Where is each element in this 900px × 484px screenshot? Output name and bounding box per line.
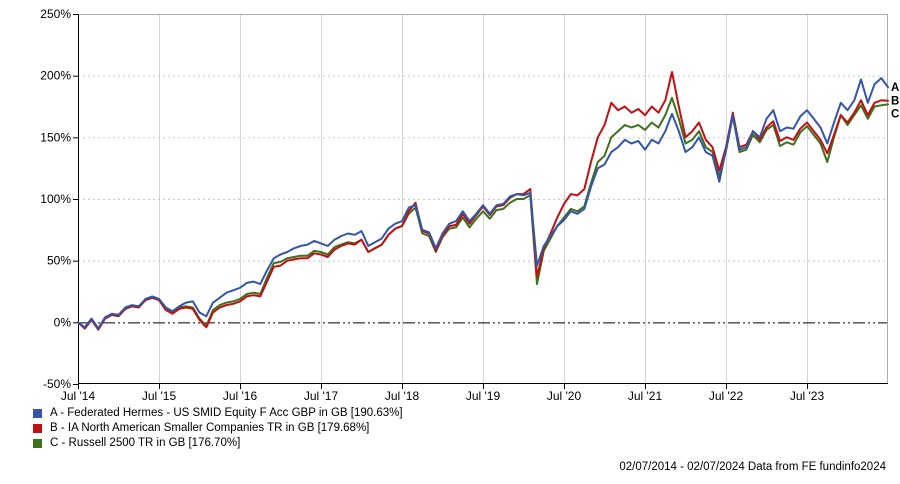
series-end-label-c: C (891, 109, 899, 121)
x-tick-label: Jul '15 (142, 389, 177, 403)
x-tick-label: Jul '17 (304, 389, 339, 403)
chart-legend: A - Federated Hermes - US SMID Equity F … (33, 406, 403, 451)
y-tick-label: 100% (40, 192, 71, 206)
y-tick-label: 50% (47, 254, 71, 268)
x-tick-label: Jul '16 (223, 389, 258, 403)
x-tick-label: Jul '22 (709, 389, 744, 403)
series-A-line (77, 77, 889, 330)
legend-swatch-c (33, 438, 42, 448)
x-tick-label: Jul '20 (547, 389, 582, 403)
x-tick-label: Jul '23 (790, 389, 825, 403)
y-tick-label: -50% (43, 377, 71, 391)
legend-label-c: C - Russell 2500 TR in GB [176.70%] (50, 437, 241, 449)
x-tick-label: Jul '21 (628, 389, 663, 403)
series-end-label-a: A (891, 82, 899, 94)
legend-swatch-b (33, 423, 42, 433)
y-tick-label: 250% (40, 7, 71, 21)
x-tick-label: Jul '18 (385, 389, 420, 403)
date-range-attribution: 02/07/2014 - 02/07/2024 Data from FE fun… (619, 461, 886, 473)
legend-item-c: C - Russell 2500 TR in GB [176.70%] (33, 436, 403, 450)
x-tick-label: Jul '19 (466, 389, 501, 403)
y-tick-label: 0% (54, 315, 72, 329)
series-end-label-b: B (891, 96, 899, 108)
x-tick-label: Jul '14 (61, 389, 96, 403)
legend-label-b: B - IA North American Smaller Companies … (50, 422, 370, 434)
series-C-line (77, 96, 889, 330)
legend-swatch-a (33, 408, 42, 418)
legend-item-a: A - Federated Hermes - US SMID Equity F … (33, 406, 403, 420)
legend-label-a: A - Federated Hermes - US SMID Equity F … (50, 407, 403, 419)
y-tick-label: 200% (40, 69, 71, 83)
legend-item-b: B - IA North American Smaller Companies … (33, 421, 403, 435)
y-tick-label: 150% (40, 130, 71, 144)
